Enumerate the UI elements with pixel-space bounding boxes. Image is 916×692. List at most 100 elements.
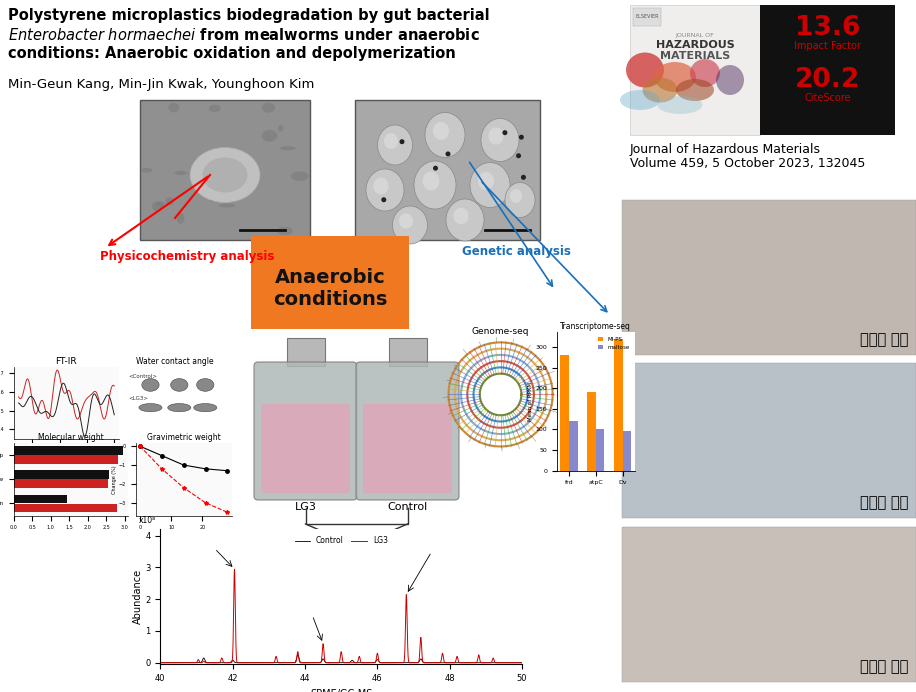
Circle shape: [516, 153, 521, 158]
Ellipse shape: [190, 147, 260, 203]
Text: Polystyrene microplastics biodegradation by gut bacterial: Polystyrene microplastics biodegradation…: [8, 8, 490, 23]
Title: FT-IR: FT-IR: [56, 357, 77, 366]
FancyBboxPatch shape: [633, 8, 661, 26]
Text: x10⁸: x10⁸: [138, 516, 156, 525]
Ellipse shape: [241, 168, 257, 174]
Ellipse shape: [446, 199, 484, 241]
Y-axis label: Mean of RPKM: Mean of RPKM: [528, 382, 533, 421]
Ellipse shape: [478, 172, 494, 190]
Ellipse shape: [377, 125, 412, 165]
Control: [173, 659, 184, 667]
Control: [440, 659, 451, 667]
Circle shape: [399, 139, 405, 144]
FancyBboxPatch shape: [630, 5, 760, 135]
FancyBboxPatch shape: [760, 5, 895, 135]
Ellipse shape: [510, 189, 522, 203]
Bar: [14, 504, 116, 512]
Ellipse shape: [197, 379, 214, 391]
Text: ELSEVIER: ELSEVIER: [636, 15, 659, 19]
Ellipse shape: [425, 113, 465, 158]
Ellipse shape: [194, 403, 217, 412]
X-axis label: Wavenumber (cm⁻¹): Wavenumber (cm⁻¹): [41, 455, 92, 461]
Text: 곽민진 박사: 곽민진 박사: [859, 495, 908, 510]
Ellipse shape: [142, 379, 159, 391]
Ellipse shape: [169, 102, 180, 112]
Control: [322, 659, 333, 667]
Text: Genetic analysis: Genetic analysis: [462, 245, 571, 258]
Text: $\mathit{Enterobacter\ hormaechei}$ from mealworms under anaerobic: $\mathit{Enterobacter\ hormaechei}$ from…: [8, 27, 480, 43]
Bar: [561, 355, 569, 471]
Circle shape: [381, 197, 387, 202]
FancyBboxPatch shape: [287, 338, 324, 366]
Ellipse shape: [470, 163, 510, 208]
Ellipse shape: [488, 127, 504, 145]
Text: conditions: Anaerobic oxidation and depolymerization: conditions: Anaerobic oxidation and depo…: [8, 46, 456, 61]
Ellipse shape: [392, 206, 428, 244]
Text: Control: Control: [387, 502, 428, 512]
Ellipse shape: [654, 62, 696, 92]
FancyBboxPatch shape: [140, 100, 310, 240]
X-axis label: SPME/GC-MS: SPME/GC-MS: [310, 689, 373, 692]
Title: Water contact angle: Water contact angle: [136, 357, 213, 366]
Ellipse shape: [374, 178, 388, 194]
Circle shape: [502, 130, 507, 135]
LG3: [322, 659, 333, 667]
Control: [507, 659, 518, 667]
Ellipse shape: [414, 161, 456, 209]
Bar: [569, 421, 578, 471]
Text: Volume 459, 5 October 2023, 132045: Volume 459, 5 October 2023, 132045: [630, 157, 866, 170]
Ellipse shape: [505, 183, 535, 217]
Ellipse shape: [716, 65, 744, 95]
Control: [292, 650, 303, 659]
Ellipse shape: [676, 79, 714, 101]
Control: [517, 659, 528, 667]
Ellipse shape: [399, 213, 413, 228]
Ellipse shape: [433, 122, 449, 140]
FancyBboxPatch shape: [254, 362, 357, 500]
Text: MATERIALS: MATERIALS: [660, 51, 730, 61]
LG3: [155, 659, 166, 667]
LG3: [517, 659, 528, 667]
Text: Physicochemistry analysis: Physicochemistry analysis: [100, 250, 275, 263]
Line: Control: Control: [160, 655, 522, 663]
Control: [155, 659, 166, 667]
Control: [507, 659, 518, 667]
Ellipse shape: [209, 104, 221, 112]
Ellipse shape: [189, 172, 196, 176]
Ellipse shape: [229, 193, 237, 201]
Text: 강민근 학생: 강민근 학생: [859, 659, 908, 674]
Ellipse shape: [642, 78, 678, 102]
Ellipse shape: [366, 169, 404, 211]
Bar: [14, 446, 123, 455]
Y-axis label: Abundance: Abundance: [133, 570, 142, 624]
Text: HAZARDOUS: HAZARDOUS: [656, 40, 735, 50]
Ellipse shape: [209, 195, 214, 202]
Ellipse shape: [175, 171, 187, 175]
Ellipse shape: [658, 96, 703, 114]
LG3: [173, 659, 184, 667]
Ellipse shape: [280, 146, 296, 150]
Text: Impact Factor: Impact Factor: [794, 41, 861, 51]
Ellipse shape: [262, 130, 278, 142]
Legend: Control, LG3: Control, LG3: [291, 534, 391, 548]
Circle shape: [518, 135, 524, 140]
Title: Transcriptome-seq: Transcriptome-seq: [561, 322, 631, 331]
Text: <Control>: <Control>: [128, 374, 158, 379]
Ellipse shape: [177, 212, 184, 224]
Text: CiteScore: CiteScore: [804, 93, 851, 103]
Text: conditions: conditions: [273, 290, 387, 309]
Circle shape: [433, 165, 438, 171]
Control: [460, 659, 471, 667]
Ellipse shape: [384, 133, 398, 149]
Bar: [595, 429, 605, 471]
Ellipse shape: [157, 201, 165, 206]
Title: Genome-seq: Genome-seq: [472, 327, 529, 336]
Text: 20.2: 20.2: [795, 67, 860, 93]
FancyBboxPatch shape: [622, 527, 916, 682]
Ellipse shape: [690, 59, 720, 87]
Ellipse shape: [291, 172, 309, 181]
Title: Molecular weight: Molecular weight: [38, 433, 104, 442]
Bar: [614, 339, 623, 471]
FancyBboxPatch shape: [251, 236, 409, 329]
Ellipse shape: [278, 125, 284, 131]
